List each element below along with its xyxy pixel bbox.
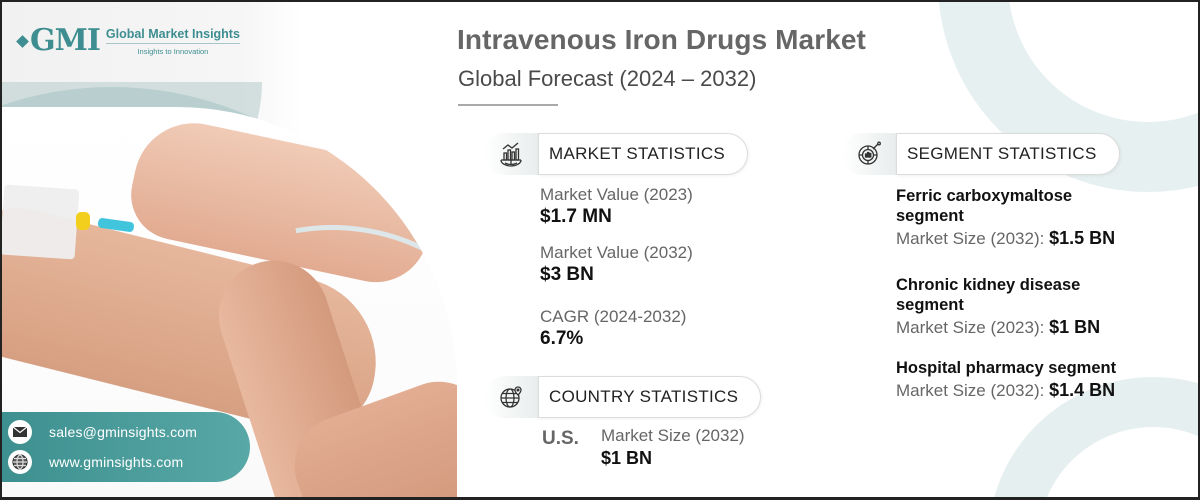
country-stat-label: Market Size (2032) (600, 426, 745, 445)
page-subtitle: Global Forecast (2024 – 2032) (458, 66, 757, 91)
segment-hospital-pharmacy: Hospital pharmacy segment Market Size (2… (896, 358, 1186, 401)
chart-globe-icon (484, 133, 538, 175)
segment-size-value: $1.4 BN (1049, 380, 1116, 400)
market-statistics-header: MARKET STATISTICS (484, 133, 749, 175)
logo-diamond-icon (16, 34, 29, 48)
stat-label: Market Value (2023) (540, 185, 693, 204)
segment-chronic-kidney-disease: Chronic kidney disease segment Market Si… (896, 275, 1136, 338)
segment-size: Market Size (2032): $1.4 BN (896, 380, 1186, 401)
stat-value: $1.7 MN (540, 206, 612, 227)
iv-cap-yellow (76, 212, 90, 230)
globe-icon (8, 450, 32, 474)
segment-statistics-title: SEGMENT STATISTICS (896, 133, 1120, 175)
website-link[interactable]: www.gminsights.com (49, 454, 184, 470)
country-code: U.S. (542, 428, 579, 449)
stat-market-value-2023: Market Value (2023) $1.7 MN (540, 185, 693, 228)
contact-website[interactable]: www.gminsights.com (8, 447, 250, 477)
segment-size-label: Market Size (2032): (896, 381, 1045, 400)
segment-size-value: $1 BN (1049, 317, 1101, 337)
segment-size-value: $1.5 BN (1049, 228, 1116, 248)
country-stat-us: U.S. Market Size (2032) $1 BN (542, 426, 745, 469)
stat-market-value-2032: Market Value (2032) $3 BN (540, 243, 693, 286)
segment-name: Hospital pharmacy segment (896, 359, 1117, 377)
logo-letters: GMI (30, 23, 101, 58)
country-statistics-header: COUNTRY STATISTICS (484, 376, 762, 418)
segment-statistics-header: SEGMENT STATISTICS (842, 133, 1120, 175)
stat-label: CAGR (2024-2032) (540, 307, 687, 326)
segment-size: Market Size (2032): $1.5 BN (896, 228, 1136, 249)
page-title: Intravenous Iron Drugs Market (457, 24, 866, 55)
segment-size-label: Market Size (2023): (896, 318, 1045, 337)
segment-size: Market Size (2023): $1 BN (896, 317, 1136, 338)
medical-tape (2, 184, 80, 260)
gmi-logo[interactable]: GMI Global Market Insights Insights to I… (16, 23, 240, 58)
stat-value: $3 BN (540, 264, 594, 285)
segment-name: Ferric carboxymaltose segment (896, 187, 1073, 225)
brand-tagline: Insights to Innovation (137, 46, 209, 56)
brand-name: Global Market Insights (105, 27, 240, 44)
stat-value: 6.7% (540, 328, 584, 349)
segment-name: Chronic kidney disease segment (896, 276, 1081, 314)
globe-pin-icon (484, 376, 538, 418)
market-statistics-title: MARKET STATISTICS (538, 133, 749, 175)
segment-chart-icon (842, 133, 896, 175)
contact-email[interactable]: sales@gminsights.com (8, 417, 250, 447)
segment-ferric-carboxymaltose: Ferric carboxymaltose segment Market Siz… (896, 186, 1136, 249)
contact-bar: sales@gminsights.com www.gminsights.com (2, 412, 250, 482)
country-statistics-title: COUNTRY STATISTICS (538, 376, 762, 418)
logo-mark: GMI (16, 23, 101, 58)
email-link[interactable]: sales@gminsights.com (49, 424, 198, 440)
envelope-icon (8, 420, 32, 444)
country-stat-value: $1 BN (600, 448, 652, 468)
segment-size-label: Market Size (2032): (896, 229, 1045, 248)
title-divider (458, 104, 558, 106)
stat-label: Market Value (2032) (540, 243, 693, 262)
stat-cagr: CAGR (2024-2032) 6.7% (540, 307, 686, 350)
